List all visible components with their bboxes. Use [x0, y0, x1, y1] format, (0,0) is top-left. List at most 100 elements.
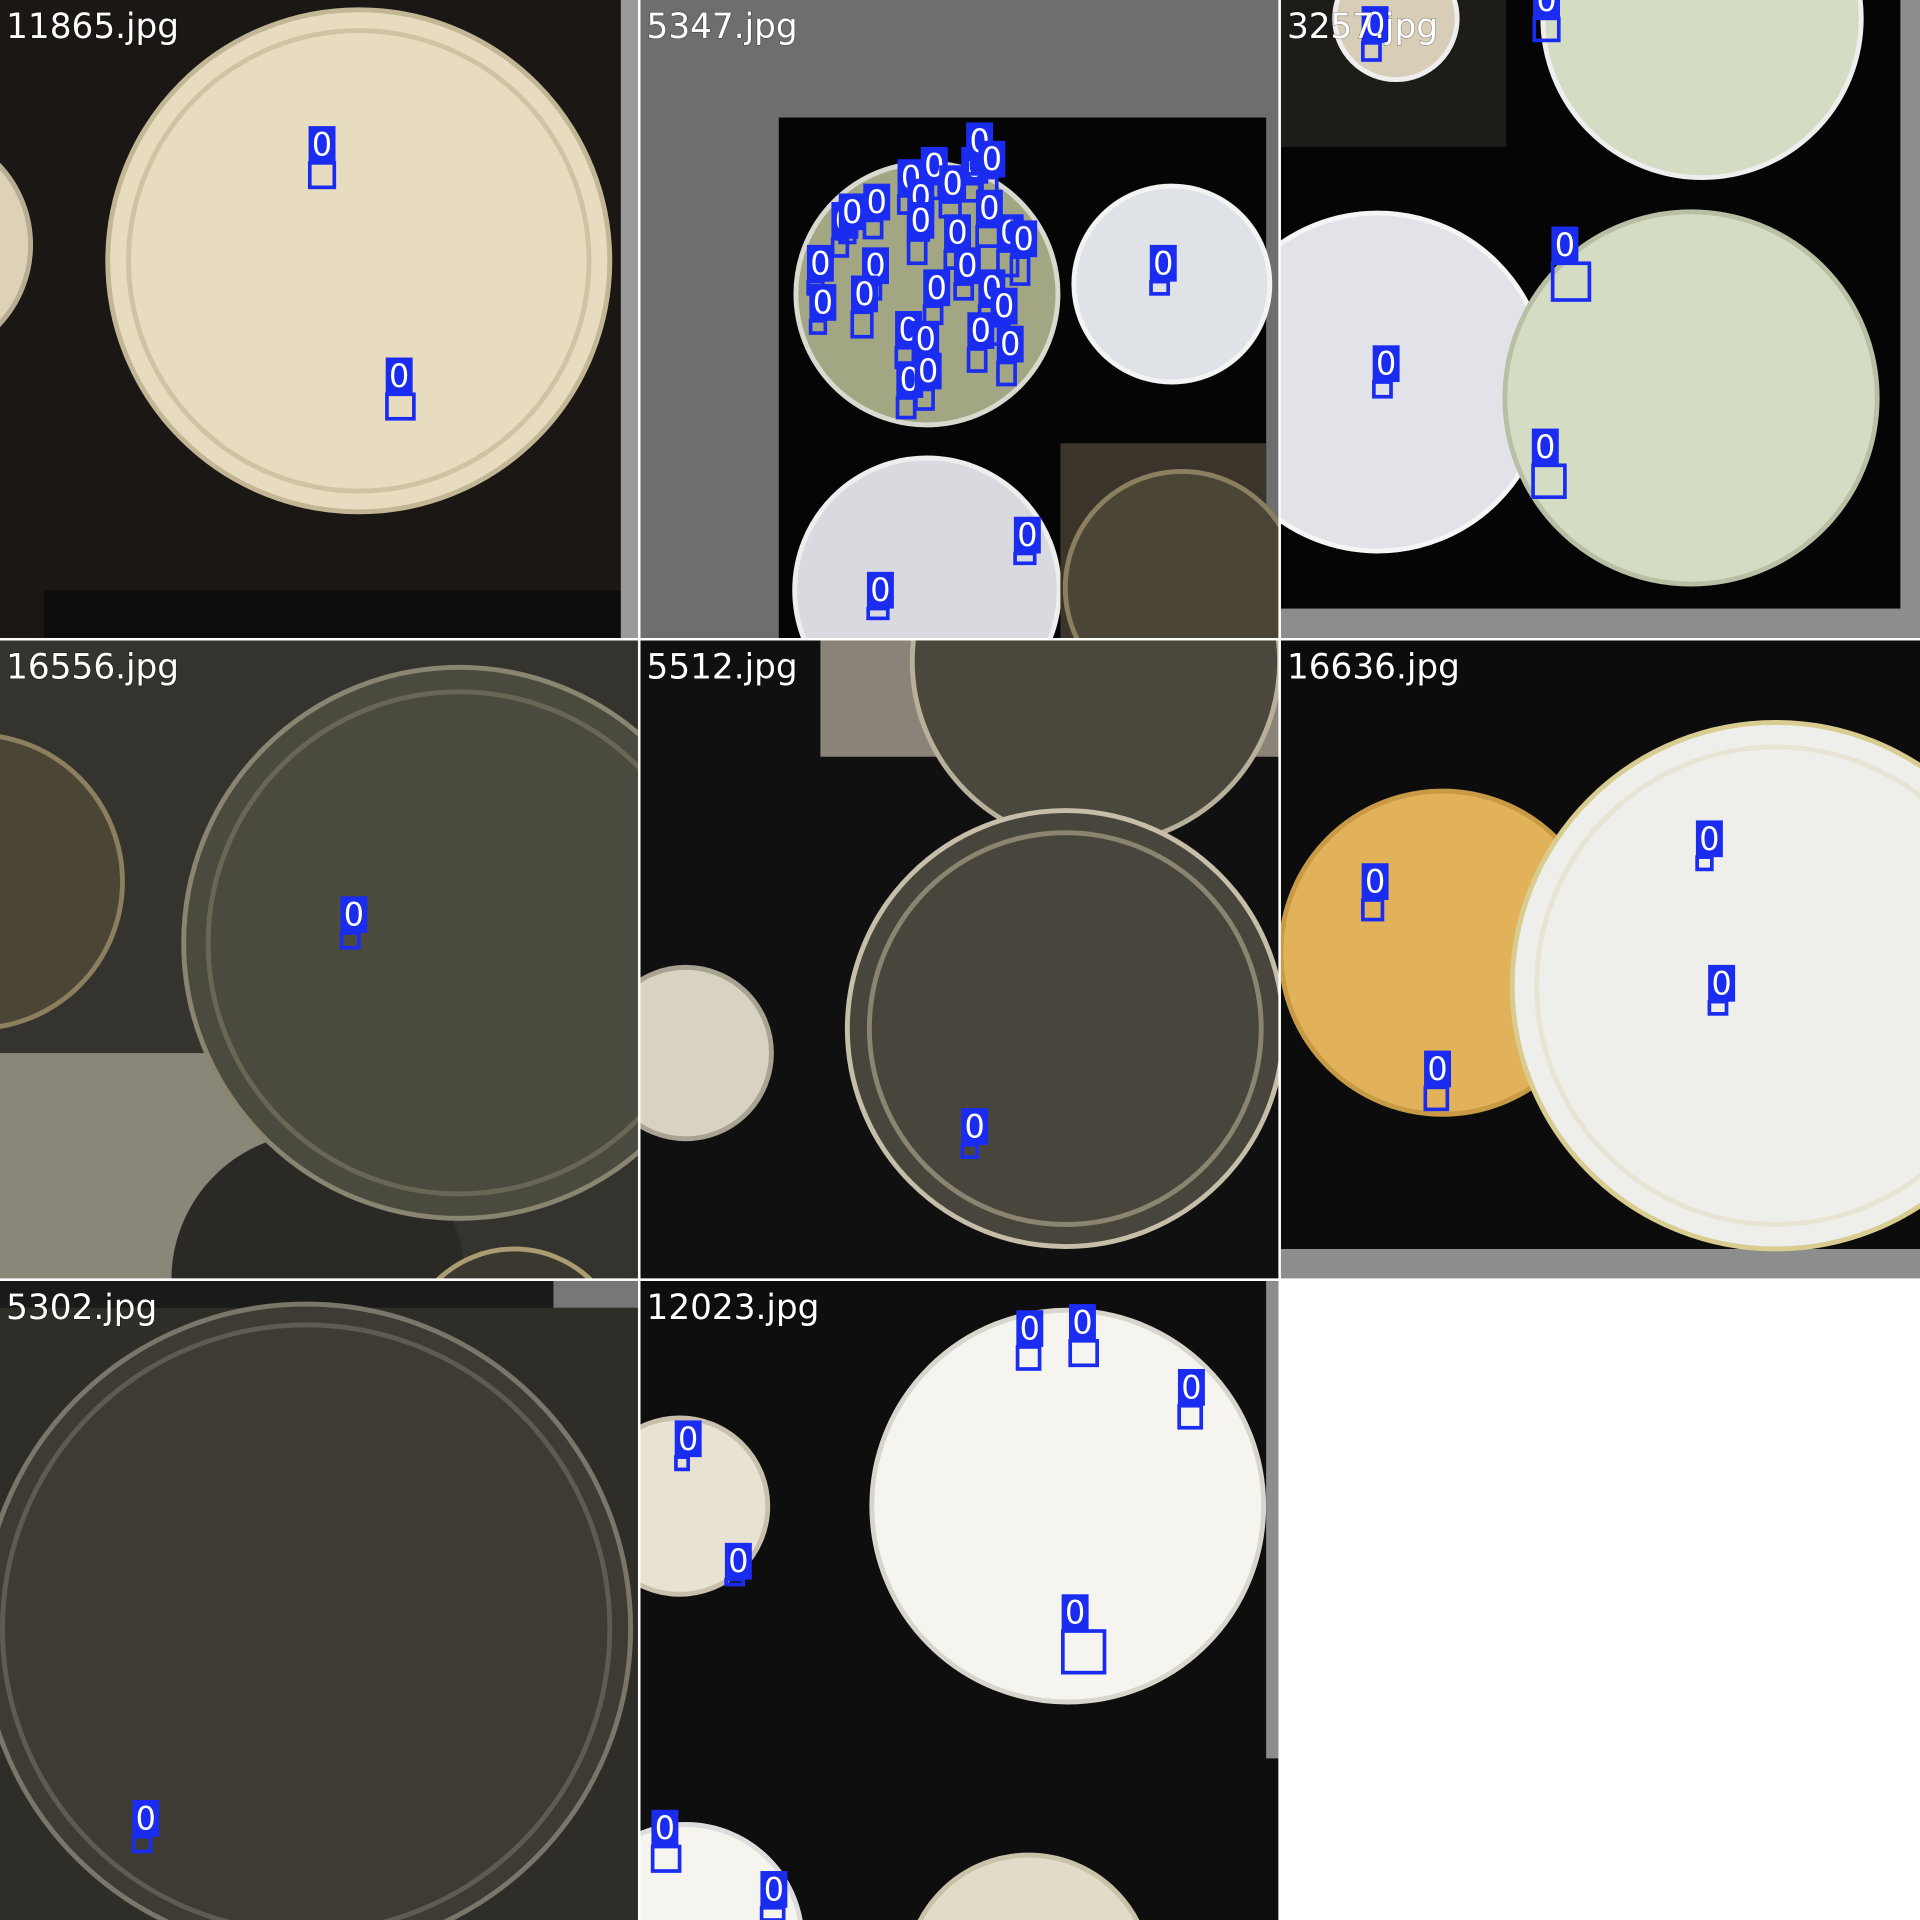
box-label: 0 [1711, 964, 1731, 1002]
file-name: 11865.jpg [6, 7, 179, 47]
box-label-bg [1361, 6, 1389, 43]
box-label-bg [1177, 1368, 1205, 1406]
box-label-bg [1372, 345, 1400, 383]
box-label: 0 [911, 201, 931, 239]
box-label-bg [953, 247, 981, 285]
box-label: 0 [389, 357, 409, 395]
file-name: 5302.jpg [6, 1288, 157, 1328]
box-label-bg [385, 357, 413, 395]
petri-dish [866, 830, 1264, 1227]
box-label-bg [866, 571, 894, 609]
scene-block [1280, 1248, 1920, 1280]
box-label: 0 [1014, 220, 1034, 258]
box-label-bg [1531, 428, 1559, 466]
box-label: 0 [927, 269, 947, 307]
box-label: 0 [1365, 863, 1385, 901]
box-label: 0 [344, 896, 364, 934]
box-label: 0 [1020, 1310, 1040, 1348]
box-label: 0 [865, 247, 885, 285]
box-label: 0 [764, 1870, 784, 1908]
box-label-bg [990, 287, 1018, 325]
box-label: 0 [1536, 0, 1556, 19]
box-label-bg [1551, 226, 1579, 264]
box-label: 0 [994, 287, 1014, 325]
box-label-bg [944, 214, 972, 252]
box-label-bg [912, 320, 940, 358]
petri-dish [1071, 183, 1273, 385]
petri-dish [1534, 744, 1920, 1227]
petri-dish [1062, 469, 1280, 640]
file-name: 16556.jpg [6, 647, 179, 687]
box-label-bg [724, 1542, 752, 1580]
petri-dish [434, 1246, 594, 1280]
petri-dish [126, 28, 592, 494]
file-name: 16636.jpg [1287, 647, 1460, 687]
petri-dish [0, 1301, 633, 1920]
box-label-bg [996, 325, 1024, 363]
box-label-bg [809, 284, 837, 321]
box-label-bg [1708, 964, 1736, 1002]
box-label-bg [1010, 220, 1038, 258]
box-label-bg [1149, 244, 1177, 282]
box-label: 0 [136, 1799, 156, 1837]
box-label: 0 [1365, 6, 1385, 44]
petri-dish [844, 808, 1280, 1249]
box-label: 0 [813, 283, 833, 321]
box-label: 0 [728, 1542, 748, 1580]
box-label: 0 [916, 320, 936, 358]
box-label: 0 [918, 352, 938, 390]
box-label: 0 [678, 1420, 698, 1458]
tile: 0 5512.jpg [640, 640, 1280, 1280]
box-label-bg [1533, 0, 1560, 19]
bounding-box [1532, 16, 1561, 43]
box-label-bg [674, 1420, 702, 1458]
box-label-bg [1013, 516, 1041, 554]
petri-dish [1502, 209, 1880, 587]
file-name: 12023.jpg [647, 1288, 820, 1328]
tile: 0 0 11865.jpg [0, 0, 640, 640]
box-label: 0 [943, 165, 963, 203]
box-label: 0 [957, 247, 977, 285]
box-label-bg [851, 275, 878, 313]
box-label: 0 [1699, 820, 1719, 858]
box-label: 0 [1427, 1050, 1447, 1088]
box-label: 0 [1072, 1303, 1092, 1341]
box-label: 0 [947, 214, 967, 252]
box-label-bg [1695, 820, 1723, 858]
box-label: 0 [867, 183, 887, 221]
box-label: 0 [1555, 226, 1575, 264]
box-label: 0 [1535, 428, 1555, 466]
box-label-bg [863, 183, 891, 221]
box-label-bg [1068, 1304, 1096, 1341]
tile: 000000000000000000000000000000005347.jpg [640, 0, 1280, 640]
box-label: 0 [854, 275, 874, 313]
box-label-bg [806, 244, 834, 282]
box-label: 0 [1153, 244, 1173, 282]
petri-dish [0, 1322, 613, 1920]
box-label-bg [1361, 863, 1389, 900]
petri-dish [0, 734, 125, 1029]
petri-dish [0, 162, 34, 328]
scene-block [553, 1280, 640, 1308]
petri-dish [205, 689, 640, 1197]
box-label: 0 [965, 1108, 985, 1146]
tile: 0 16556.jpg [0, 640, 640, 1280]
tile: 0 0 0 0 16636.jpg [1280, 640, 1920, 1280]
box-label-bg [838, 193, 866, 231]
bounding-box [1550, 261, 1592, 302]
scene-block [620, 0, 640, 640]
box-label: 0 [655, 1809, 675, 1847]
box-label-bg [1016, 1310, 1044, 1347]
petri-dish [181, 664, 640, 1221]
petri-dish [792, 455, 1062, 640]
tile: 0 5302.jpg [0, 1280, 640, 1920]
box-label: 0 [810, 244, 830, 282]
file-name: 5512.jpg [647, 647, 798, 687]
box-label: 0 [842, 193, 862, 231]
box-label: 0 [1181, 1368, 1201, 1406]
box-label: 0 [1065, 1594, 1085, 1632]
box-label: 0 [870, 571, 890, 609]
